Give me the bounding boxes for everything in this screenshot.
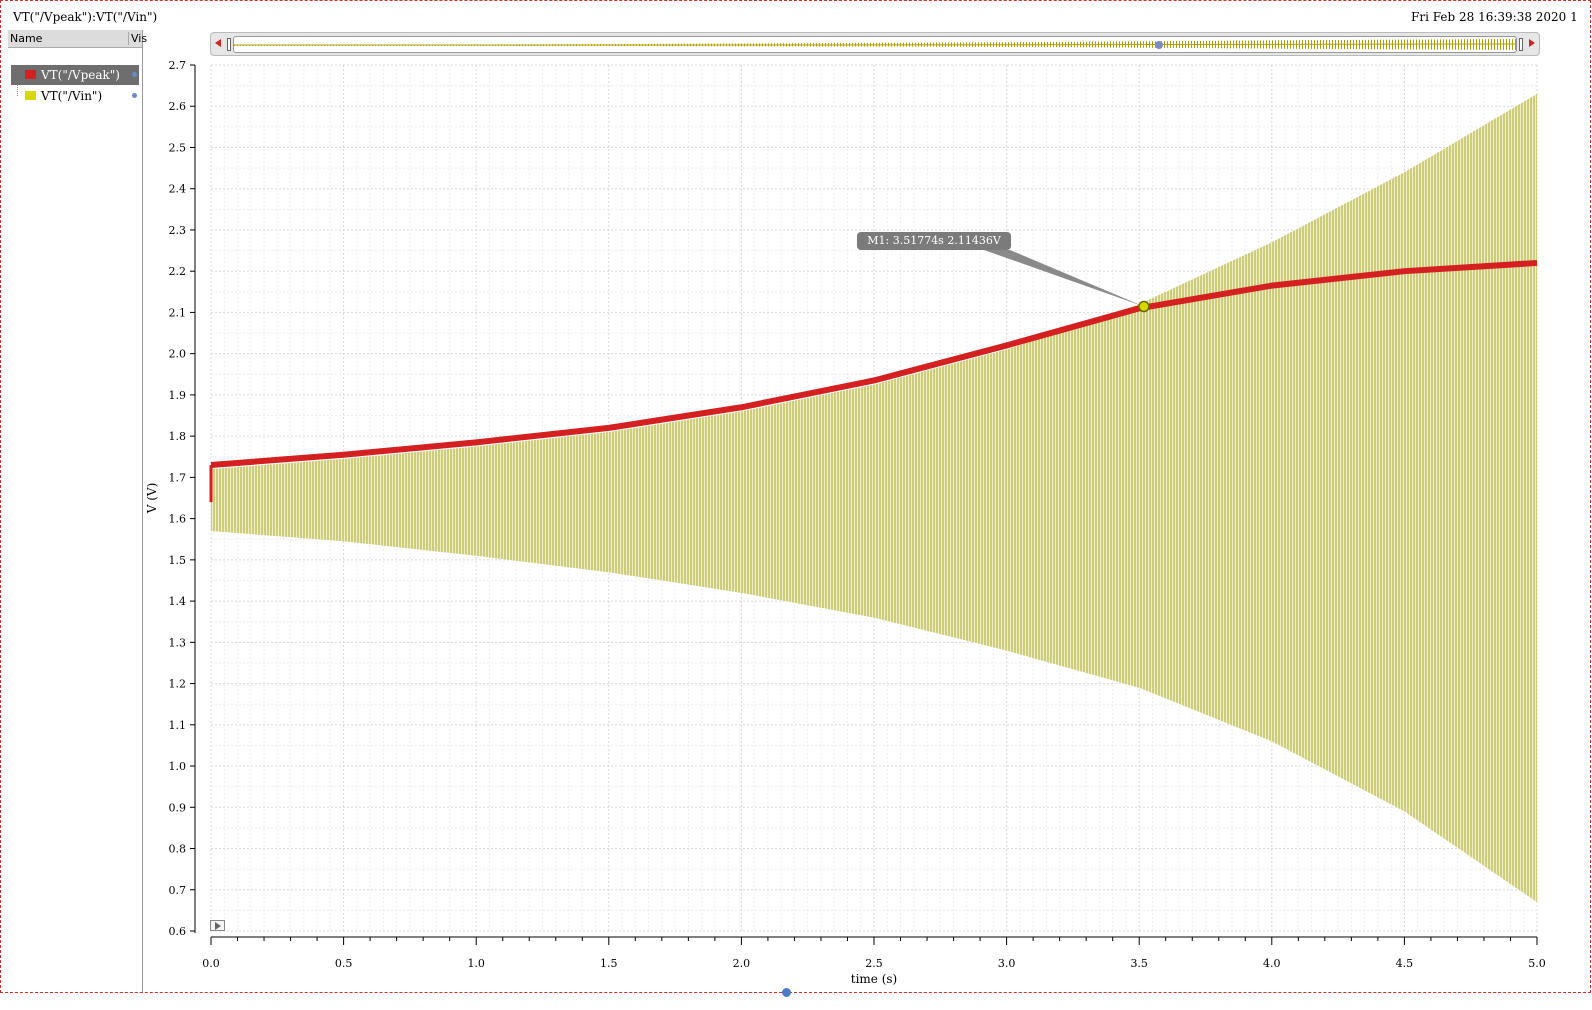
series-layer (209, 93, 1538, 903)
scroll-right-handle[interactable] (1519, 38, 1523, 51)
y-tick-label: 2.5 (169, 141, 187, 154)
y-tick-label: 1.4 (169, 595, 187, 608)
legend-header-visible[interactable]: Vis (128, 32, 147, 45)
x-tick-label: 0.5 (335, 957, 353, 970)
plot-timestamp: Fri Feb 28 16:39:38 2020 1 (1411, 10, 1578, 24)
legend-header: Name Vis (8, 30, 147, 48)
y-tick-label: 2.0 (169, 348, 187, 361)
y-tick-label: 1.6 (169, 513, 187, 526)
x-tick-label: 1.5 (600, 957, 618, 970)
y-tick-label: 2.6 (169, 100, 187, 113)
overview-waveform (234, 39, 1516, 50)
scroll-thumb-overview[interactable] (233, 36, 1517, 53)
resize-handle-icon[interactable] (782, 988, 791, 997)
x-tick-label: 0.0 (202, 957, 220, 970)
legend-panel: Name Vis VT("/Vpeak") VT("/Vin") (8, 30, 147, 992)
series-vpeak-line (210, 259, 1538, 469)
marker-m1-label[interactable]: M1: 3.51774s 2.11436V (857, 232, 1011, 250)
x-axis-label: time (s) (851, 972, 897, 986)
y-tick-label: 0.8 (169, 843, 187, 856)
legend-tree-connector (17, 74, 19, 96)
legend-item-label: VT("/Vin") (41, 89, 103, 103)
y-tick-label: 2.2 (169, 265, 187, 278)
scroll-left-handle[interactable] (227, 38, 231, 51)
marker-pointer (984, 250, 1144, 307)
legend-item-label: VT("/Vpeak") (41, 68, 120, 82)
visibility-eye-icon[interactable] (132, 93, 137, 98)
y-tick-label: 1.9 (169, 389, 187, 402)
vin-color-swatch (25, 91, 36, 100)
x-tick-label: 1.0 (467, 957, 485, 970)
y-tick-label: 1.2 (169, 678, 187, 691)
marker-m1-point[interactable] (1138, 300, 1150, 313)
scroll-left-arrow-icon[interactable] (215, 39, 221, 47)
legend-header-name[interactable]: Name (10, 32, 43, 45)
y-tick-label: 1.5 (169, 554, 187, 567)
x-tick-label: 4.5 (1396, 957, 1414, 970)
x-tick-label: 3.5 (1130, 957, 1148, 970)
y-tick-label: 2.4 (169, 183, 187, 196)
x-tick-label: 2.5 (865, 957, 883, 970)
y-tick-label: 1.7 (169, 471, 187, 484)
horizontal-zoom-scrollbar[interactable] (210, 32, 1540, 56)
legend-item-vpeak[interactable]: VT("/Vpeak") (11, 65, 139, 85)
y-tick-label: 2.1 (169, 306, 187, 319)
plot-axes: 0.6 0.7 0.8 0.9 1.0 1.1 1.2 1.3 1.4 1.5 1.6 1.7 1.8 1… (169, 59, 1546, 970)
y-tick-label: 2.3 (169, 224, 187, 237)
scroll-center-knob[interactable] (1155, 41, 1163, 49)
y-tick-label: 1.8 (169, 430, 187, 443)
series-vin-envelope (211, 93, 1537, 903)
x-tick-label: 3.0 (998, 957, 1016, 970)
y-tick-label: 2.7 (169, 59, 187, 72)
plot-title: VT("/Vpeak"):VT("/Vin") (13, 10, 158, 24)
y-tick-label: 1.0 (169, 760, 187, 773)
x-tick-label: 4.0 (1263, 957, 1281, 970)
y-tick-label: 1.1 (169, 719, 187, 732)
y-tick-label: 1.3 (169, 636, 187, 649)
x-tick-label: 2.0 (733, 957, 751, 970)
visibility-eye-icon[interactable] (132, 72, 137, 77)
scroll-right-arrow-icon[interactable] (1529, 39, 1535, 47)
legend-item-vin[interactable]: VT("/Vin") (11, 86, 139, 106)
x-tick-label: 5.0 (1528, 957, 1546, 970)
y-tick-label: 0.6 (169, 925, 187, 938)
y-tick-label: 0.9 (169, 801, 187, 814)
marker-layer (984, 250, 1150, 313)
play-icon[interactable] (210, 920, 225, 931)
vpeak-color-swatch (25, 70, 36, 79)
y-tick-label: 0.7 (169, 884, 187, 897)
y-axis-label: V (V) (145, 483, 159, 515)
